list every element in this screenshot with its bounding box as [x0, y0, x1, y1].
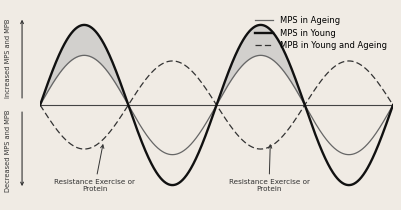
- Text: Decreased MPS and MPB: Decreased MPS and MPB: [5, 110, 11, 192]
- Legend: MPS in Ageing, MPS in Young, MPB in Young and Ageing: MPS in Ageing, MPS in Young, MPB in Youn…: [253, 15, 389, 52]
- Text: Resistance Exercise or
Protein: Resistance Exercise or Protein: [229, 145, 310, 193]
- Text: Resistance Exercise or
Protein: Resistance Exercise or Protein: [54, 145, 135, 193]
- Text: Increased MPS and MPB: Increased MPS and MPB: [5, 19, 11, 98]
